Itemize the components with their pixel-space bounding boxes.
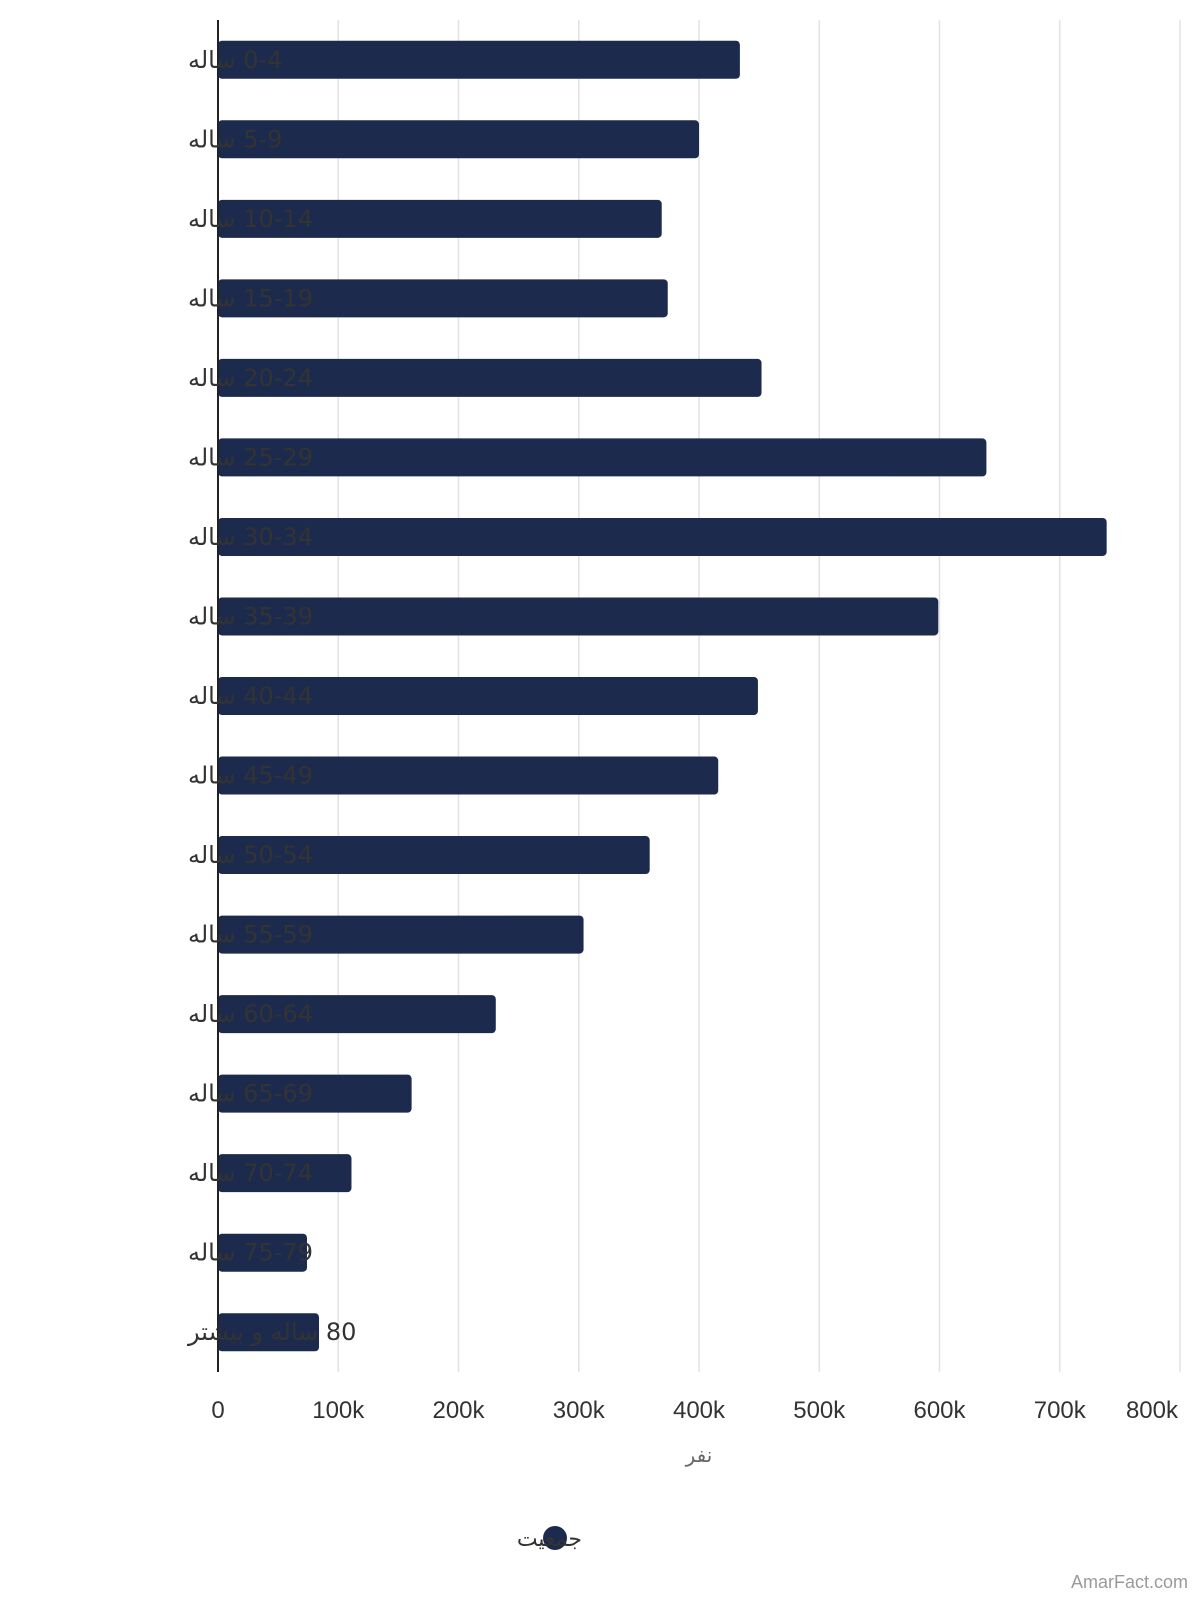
category-label: 55-59 ساله bbox=[188, 921, 313, 949]
legend[interactable]: جمعیت bbox=[517, 1526, 582, 1552]
category-label: 10-14 ساله bbox=[188, 205, 313, 233]
category-label: 35-39 ساله bbox=[188, 602, 313, 630]
category-label: 15-19 ساله bbox=[188, 284, 313, 312]
bars bbox=[218, 40, 1107, 1352]
bar[interactable] bbox=[218, 836, 650, 875]
bar[interactable] bbox=[218, 756, 719, 795]
category-label: 65-69 ساله bbox=[188, 1080, 313, 1108]
x-tick-label: 300k bbox=[553, 1397, 606, 1424]
bar[interactable] bbox=[218, 358, 762, 397]
x-tick-label: 800k bbox=[1126, 1397, 1179, 1424]
bar[interactable] bbox=[218, 597, 939, 636]
bar[interactable] bbox=[218, 915, 584, 954]
x-tick-label: 400k bbox=[673, 1397, 726, 1424]
x-tick-label: 100k bbox=[312, 1397, 365, 1424]
category-label: 70-74 ساله bbox=[188, 1159, 313, 1187]
bar[interactable] bbox=[218, 995, 496, 1034]
category-label: 0-4 ساله bbox=[188, 46, 282, 74]
x-tick-label: 600k bbox=[913, 1397, 966, 1424]
legend-label: جمعیت bbox=[517, 1527, 582, 1552]
bar[interactable] bbox=[218, 1233, 307, 1272]
category-label: 60-64 ساله bbox=[188, 1000, 313, 1028]
x-tick-label: 200k bbox=[432, 1397, 485, 1424]
bar[interactable] bbox=[218, 279, 668, 318]
bar[interactable] bbox=[218, 40, 740, 79]
x-tick-label: 0 bbox=[211, 1397, 224, 1424]
bar[interactable] bbox=[218, 199, 662, 238]
watermark: AmarFact.com bbox=[1071, 1572, 1188, 1592]
category-label: 25-29 ساله bbox=[188, 443, 313, 471]
x-tick-label: 500k bbox=[793, 1397, 846, 1424]
category-label: 20-24 ساله bbox=[188, 364, 313, 392]
x-tick-label: 700k bbox=[1034, 1397, 1087, 1424]
category-label: 80 ساله و بیشتر bbox=[187, 1318, 356, 1346]
category-label: 45-49 ساله bbox=[188, 762, 313, 790]
x-tick-labels: 0 100k 200k 300k 400k 500k 600k 700k 800k bbox=[211, 1397, 1179, 1424]
category-label: 40-44 ساله bbox=[188, 682, 313, 710]
category-labels: 0-4 ساله 5-9 ساله 10-14 ساله 15-19 ساله 20-2… bbox=[187, 46, 356, 1346]
bar[interactable] bbox=[218, 1313, 320, 1352]
category-label: 50-54 ساله bbox=[188, 841, 313, 869]
legend-swatch bbox=[543, 1526, 567, 1550]
bar[interactable] bbox=[218, 677, 758, 715]
category-label: 5-9 ساله bbox=[188, 125, 282, 153]
bar[interactable] bbox=[218, 438, 987, 477]
bar[interactable] bbox=[218, 517, 1107, 556]
category-label: 30-34 ساله bbox=[188, 523, 313, 551]
category-label: 75-79 ساله bbox=[188, 1239, 313, 1267]
x-axis-title: نفر bbox=[685, 1443, 713, 1467]
bar[interactable] bbox=[218, 1154, 352, 1193]
bar[interactable] bbox=[218, 120, 699, 159]
bar[interactable] bbox=[218, 1074, 412, 1113]
